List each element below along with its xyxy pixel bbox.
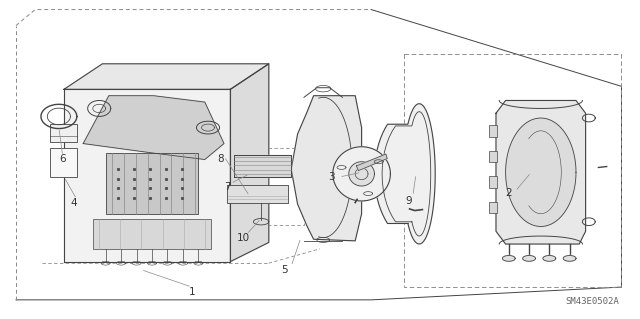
Polygon shape <box>356 154 387 171</box>
Polygon shape <box>496 100 586 244</box>
Polygon shape <box>543 256 556 261</box>
Polygon shape <box>234 155 291 177</box>
Polygon shape <box>523 256 536 261</box>
Polygon shape <box>64 64 269 89</box>
Polygon shape <box>502 256 515 261</box>
Bar <box>93 219 211 249</box>
Bar <box>489 125 497 137</box>
Bar <box>50 148 77 177</box>
Text: 8: 8 <box>218 154 224 165</box>
Bar <box>50 124 77 142</box>
Text: 10: 10 <box>237 233 250 243</box>
Polygon shape <box>506 118 576 226</box>
Bar <box>489 151 497 162</box>
Polygon shape <box>349 162 374 186</box>
Polygon shape <box>563 256 576 261</box>
Bar <box>227 185 288 203</box>
Text: 5: 5 <box>282 264 288 275</box>
Text: SM43E0502A: SM43E0502A <box>566 297 620 306</box>
Text: 4: 4 <box>70 197 77 208</box>
Bar <box>106 153 198 214</box>
Bar <box>489 202 497 213</box>
Bar <box>489 176 497 188</box>
Text: 1: 1 <box>189 287 195 297</box>
Polygon shape <box>374 104 435 244</box>
Text: 3: 3 <box>328 172 335 182</box>
Polygon shape <box>230 64 269 262</box>
Text: 7: 7 <box>224 182 230 192</box>
Polygon shape <box>64 89 230 262</box>
Polygon shape <box>333 147 390 201</box>
Text: 9: 9 <box>405 196 412 206</box>
Polygon shape <box>83 96 224 160</box>
Text: 2: 2 <box>506 188 512 198</box>
Text: 6: 6 <box>60 154 66 165</box>
Polygon shape <box>291 96 362 241</box>
